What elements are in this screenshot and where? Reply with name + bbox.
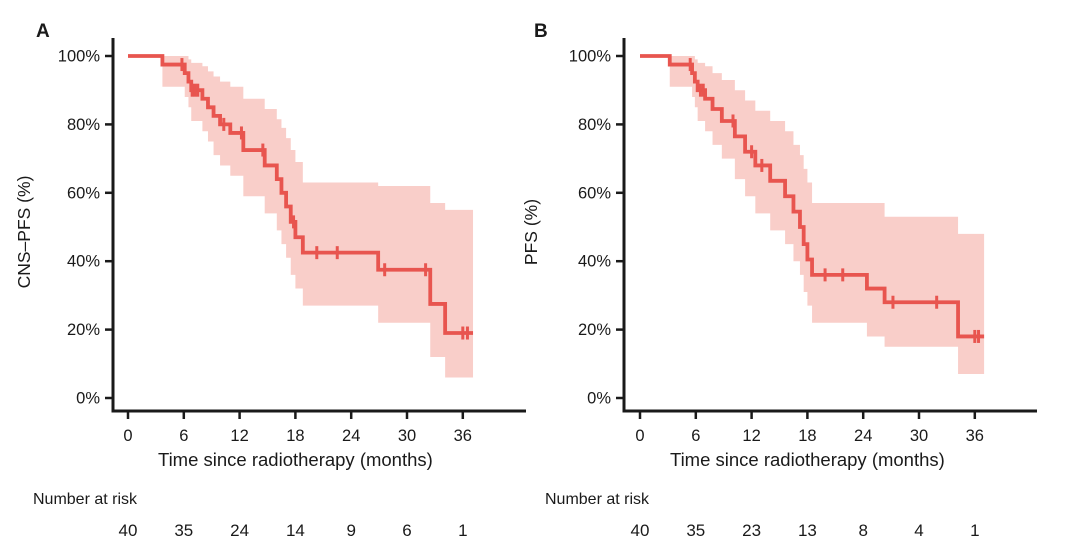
- risk-count: 23: [742, 521, 761, 540]
- y-axis-title: PFS (%): [521, 199, 541, 265]
- y-tick-label: 40%: [67, 253, 100, 271]
- confidence-band: [640, 56, 985, 375]
- y-tick-label: 100%: [58, 48, 101, 66]
- risk-count: 4: [914, 521, 923, 540]
- risk-count: 40: [631, 521, 650, 540]
- km-panel-a: 0% 20% 40% 60% 80% 100% 0 6 12 18 24 30 36 Time since…: [14, 21, 526, 540]
- risk-count: 9: [346, 521, 355, 540]
- risk-count: 40: [119, 521, 138, 540]
- censor-ticks: [180, 58, 469, 340]
- y-tick-label: 60%: [578, 184, 611, 202]
- y-tick-label: 80%: [67, 116, 100, 134]
- x-tick-label: 6: [691, 427, 700, 445]
- x-tick-label: 24: [854, 427, 872, 445]
- y-tick-label: 0%: [587, 390, 611, 408]
- x-tick-label: 24: [342, 427, 360, 445]
- x-axis-title: Time since radiotherapy (months): [158, 449, 433, 470]
- x-tick-label: 12: [230, 427, 248, 445]
- x-tick-label: 30: [910, 427, 928, 445]
- x-axis-title: Time since radiotherapy (months): [670, 449, 945, 470]
- y-tick-label: 20%: [67, 321, 100, 339]
- x-tick-label: 18: [286, 427, 304, 445]
- x-tick-label: 36: [966, 427, 984, 445]
- x-tick-label: 0: [635, 427, 644, 445]
- censor-ticks: [688, 58, 981, 343]
- x-tick-label: 12: [742, 427, 760, 445]
- risk-table-title: Number at risk: [545, 491, 650, 508]
- x-tick-label: 6: [179, 427, 188, 445]
- panel-letter: A: [36, 21, 50, 42]
- y-tick-label: 100%: [569, 48, 612, 66]
- risk-table-row: 40 35 24 14 9 6 1: [119, 521, 468, 540]
- x-tick-label: 18: [798, 427, 816, 445]
- y-axis-title: CNS–PFS (%): [14, 176, 34, 289]
- x-tick-label: 36: [454, 427, 472, 445]
- y-tick-label: 20%: [578, 321, 611, 339]
- risk-count: 24: [230, 521, 249, 540]
- x-tick-label: 0: [123, 427, 132, 445]
- risk-count: 1: [970, 521, 979, 540]
- panel-letter: B: [534, 21, 548, 42]
- risk-count: 13: [798, 521, 817, 540]
- x-tick-label: 30: [398, 427, 416, 445]
- y-tick-label: 40%: [578, 253, 611, 271]
- risk-count: 35: [686, 521, 705, 540]
- y-tick-label: 80%: [578, 116, 611, 134]
- risk-table-title: Number at risk: [33, 491, 138, 508]
- y-tick-label: 0%: [76, 390, 100, 408]
- risk-count: 1: [458, 521, 467, 540]
- y-tick-label: 60%: [67, 184, 100, 202]
- risk-count: 8: [858, 521, 867, 540]
- risk-count: 6: [402, 521, 411, 540]
- risk-count: 14: [286, 521, 305, 540]
- risk-count: 35: [174, 521, 193, 540]
- risk-table-row: 40 35 23 13 8 4 1: [631, 521, 980, 540]
- confidence-band: [128, 56, 474, 378]
